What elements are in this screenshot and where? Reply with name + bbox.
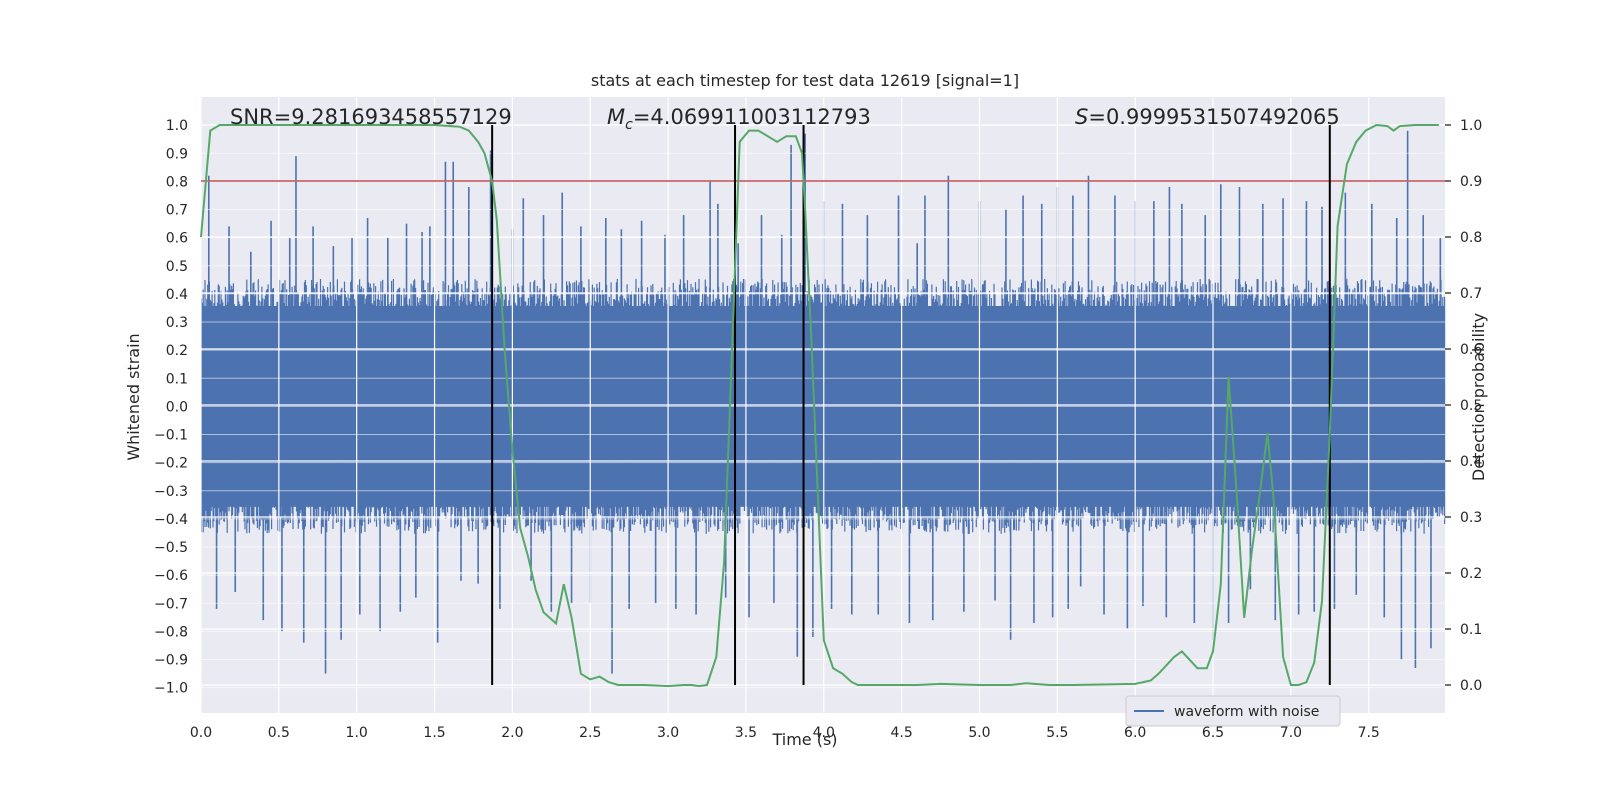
left-tick-label: −0.4 [154, 512, 188, 528]
left-axis-label: Whitened strain [124, 333, 143, 460]
right-tick-label: 0.9 [1460, 174, 1482, 190]
legend-label: waveform with noise [1174, 704, 1319, 720]
x-tick-label: 1.0 [346, 725, 368, 741]
x-tick-label: 3.0 [657, 725, 679, 741]
snr-annotation: SNR=9.281693458557129 [230, 105, 512, 129]
left-tick-label: −0.5 [154, 540, 188, 556]
left-tick-label: 0.8 [166, 174, 188, 190]
left-tick-label: −0.2 [154, 456, 188, 472]
right-tick-label: 0.6 [1460, 342, 1482, 358]
score-value: =0.9999531507492065 [1088, 105, 1339, 129]
grid [200, 97, 1445, 713]
right-tick-label: 0.1 [1460, 622, 1482, 638]
x-axis-ticks: 0.0 0.5 1.0 1.5 2.0 2.5 3.0 3.5 4.0 4.5 5.0 5.5 6.0 6… [190, 725, 1380, 741]
x-tick-label: 3.5 [735, 725, 757, 741]
left-tick-label: 0.7 [166, 203, 188, 219]
left-tick-label: 0.2 [166, 343, 188, 359]
left-tick-label: −0.6 [154, 568, 188, 584]
x-axis-label: Time (s) [771, 730, 837, 749]
left-tick-label: −0.8 [154, 624, 188, 640]
chirp-mass-value: =4.069911003112793 [633, 105, 871, 129]
x-tick-label: 0.5 [268, 725, 290, 741]
right-tick-label: 0.8 [1460, 230, 1482, 246]
left-axis-ticks: −1.0 −0.9 −0.8 −0.7 −0.6 −0.5 −0.4 −0.3 −0.2 −0.1… [154, 118, 188, 697]
x-tick-label: 2.0 [501, 725, 523, 741]
left-tick-label: 0.9 [166, 146, 188, 162]
left-tick-label: 0.4 [166, 287, 188, 303]
score-annotation: S=0.9999531507492065 [1075, 105, 1340, 129]
x-tick-label: 4.5 [890, 725, 912, 741]
chirp-mass-subscript: c [625, 117, 633, 133]
left-tick-label: 0.0 [166, 399, 188, 415]
right-axis-ticks: 0.0 0.1 0.2 0.3 0.4 0.5 0.6 0.7 0.8 0.9 1.0 [1445, 118, 1482, 694]
legend-frame [1125, 695, 1341, 727]
score-symbol: S [1075, 105, 1088, 129]
left-tick-label: −0.7 [154, 596, 188, 612]
right-tick-label: 0.2 [1460, 566, 1482, 582]
chart-title: stats at each timestep for test data 126… [591, 71, 1019, 90]
probability-line [200, 123, 1439, 688]
x-tick-label: 6.0 [1124, 725, 1146, 741]
x-tick-label: 2.5 [579, 725, 601, 741]
probability-series [200, 123, 1439, 688]
chirp-mass-symbol: M [607, 105, 625, 129]
left-tick-label: 0.6 [166, 231, 188, 247]
right-tick-label: 0.5 [1460, 398, 1482, 414]
x-tick-label: 7.0 [1280, 725, 1302, 741]
x-tick-label: 7.5 [1358, 725, 1380, 741]
chirp-mass-annotation: Mc=4.069911003112793 [607, 105, 871, 133]
event-markers [491, 125, 1331, 685]
x-tick-label: 5.5 [1046, 725, 1068, 741]
x-tick-label: 1.5 [423, 725, 445, 741]
legend: waveform with noise [1125, 695, 1341, 727]
right-tick-label: 0.7 [1460, 286, 1482, 302]
left-tick-label: 0.3 [166, 315, 188, 331]
x-tick-label: 4.0 [813, 725, 835, 741]
left-tick-label: −0.9 [154, 653, 188, 669]
left-tick-label: 1.0 [166, 118, 188, 134]
left-tick-label: 0.5 [166, 259, 188, 275]
right-tick-label: 1.0 [1460, 118, 1482, 134]
left-tick-label: 0.1 [166, 371, 188, 387]
right-tick-label: 0.3 [1460, 510, 1482, 526]
right-tick-label: 0.0 [1460, 678, 1482, 694]
left-tick-label: −0.3 [154, 484, 188, 500]
left-tick-label: −1.0 [154, 681, 188, 697]
right-tick-label: 0.4 [1460, 454, 1482, 470]
x-tick-label: 5.0 [968, 725, 990, 741]
right-axis-label: Detection probability [1469, 313, 1488, 481]
x-tick-label: 6.5 [1202, 725, 1224, 741]
left-tick-label: −0.1 [154, 428, 188, 444]
x-tick-label: 0.0 [190, 725, 212, 741]
